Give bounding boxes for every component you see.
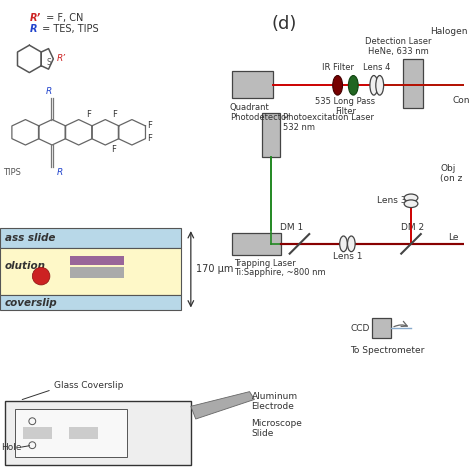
Text: IR Filter: IR Filter — [322, 63, 354, 72]
Text: coverslip: coverslip — [5, 298, 57, 308]
Text: (d): (d) — [271, 15, 296, 33]
FancyBboxPatch shape — [232, 233, 281, 255]
Text: F: F — [147, 121, 152, 130]
Text: Hole: Hole — [1, 443, 21, 452]
Circle shape — [29, 442, 36, 448]
Text: Lens 4: Lens 4 — [363, 63, 391, 72]
Text: Microscope
Slide: Microscope Slide — [252, 419, 302, 438]
Ellipse shape — [348, 75, 358, 95]
Text: Detection Laser
HeNe, 633 nm: Detection Laser HeNe, 633 nm — [365, 36, 431, 56]
Text: Halogen: Halogen — [430, 27, 468, 36]
Text: DM 1: DM 1 — [280, 223, 303, 232]
Text: R: R — [57, 168, 63, 177]
Ellipse shape — [340, 236, 347, 252]
Circle shape — [32, 267, 50, 285]
FancyBboxPatch shape — [403, 59, 423, 108]
Text: olution: olution — [5, 261, 46, 271]
Ellipse shape — [404, 194, 418, 201]
Text: Quadrant
Photodetector: Quadrant Photodetector — [230, 103, 290, 122]
Text: TIPS: TIPS — [3, 168, 21, 177]
Text: = F, CN: = F, CN — [43, 13, 83, 23]
FancyBboxPatch shape — [232, 71, 273, 98]
Text: (on z: (on z — [440, 174, 463, 183]
Ellipse shape — [333, 75, 343, 95]
FancyBboxPatch shape — [0, 228, 181, 248]
Text: Glass Coverslip: Glass Coverslip — [54, 381, 123, 390]
Ellipse shape — [370, 75, 378, 95]
FancyBboxPatch shape — [262, 113, 280, 157]
Circle shape — [29, 418, 36, 425]
Text: Photoexcitation Laser: Photoexcitation Laser — [283, 113, 374, 122]
Text: Ti:Sapphire, ~800 nm: Ti:Sapphire, ~800 nm — [234, 268, 326, 277]
Text: = TES, TIPS: = TES, TIPS — [39, 24, 99, 34]
Text: 532 nm: 532 nm — [283, 123, 315, 132]
FancyBboxPatch shape — [5, 401, 191, 465]
Ellipse shape — [404, 200, 418, 208]
Text: R’: R’ — [57, 55, 66, 64]
Text: DM 2: DM 2 — [401, 223, 425, 232]
Text: To Spectrometer: To Spectrometer — [350, 346, 425, 355]
Text: CCD: CCD — [350, 324, 370, 333]
FancyBboxPatch shape — [15, 409, 127, 457]
Text: Lens 1: Lens 1 — [333, 252, 362, 261]
Text: Obj: Obj — [440, 164, 456, 173]
FancyBboxPatch shape — [0, 248, 181, 295]
Text: 535 Long Pass
Filter: 535 Long Pass Filter — [315, 97, 375, 117]
Text: F: F — [147, 134, 152, 143]
Text: R: R — [46, 87, 53, 96]
Text: Trapping Laser: Trapping Laser — [234, 258, 296, 267]
Ellipse shape — [376, 75, 383, 95]
Text: Lens 3: Lens 3 — [377, 196, 406, 205]
Text: F: F — [111, 146, 116, 155]
FancyBboxPatch shape — [69, 428, 98, 439]
Text: F: F — [112, 110, 117, 119]
Text: ass slide: ass slide — [5, 233, 55, 243]
FancyBboxPatch shape — [0, 295, 181, 310]
Text: Aluminum
Electrode: Aluminum Electrode — [252, 392, 298, 411]
Text: Le: Le — [448, 233, 459, 242]
Text: S: S — [47, 58, 52, 67]
FancyBboxPatch shape — [22, 428, 52, 439]
FancyBboxPatch shape — [372, 318, 392, 338]
Text: F: F — [86, 110, 91, 119]
Polygon shape — [191, 392, 255, 419]
FancyBboxPatch shape — [71, 256, 124, 264]
Text: Con: Con — [452, 96, 470, 105]
FancyBboxPatch shape — [71, 266, 124, 278]
Text: R: R — [29, 24, 37, 34]
Text: 170 μm: 170 μm — [196, 264, 233, 274]
Text: R’: R’ — [29, 13, 41, 23]
Ellipse shape — [347, 236, 355, 252]
